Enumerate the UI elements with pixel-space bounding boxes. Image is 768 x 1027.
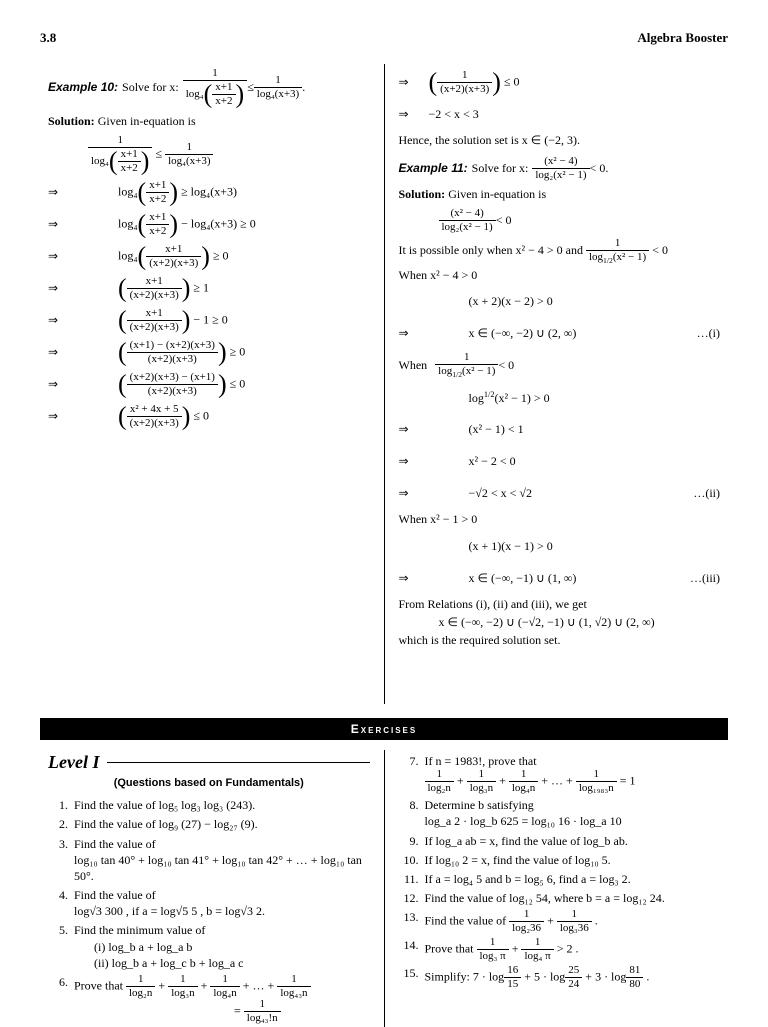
from-relations: From Relations (i), (ii) and (iii), we g…	[399, 596, 721, 612]
column-left: Example 10: Solve for x: 1 log₄(x+1x+2) …	[40, 64, 385, 704]
q1: 1.Find the value of log₅ log₃ log₃ (243)…	[48, 797, 370, 813]
r-step-4: ⇒x ∈ (−∞, −2) ∪ (2, ∞)…(i)	[399, 319, 721, 347]
r-step-7: ⇒x² − 2 < 0	[399, 447, 721, 475]
r-step-2: ⇒−2 < x < 3	[399, 100, 721, 128]
q13: 13. Find the value of 1log₂36 + 1log₃36 …	[399, 909, 721, 934]
q10: 10.If log₁₀ 2 = x, find the value of log…	[399, 852, 721, 868]
q12: 12.Find the value of log₁₂ 54, where b =…	[399, 890, 721, 906]
required-line: which is the required solution set.	[399, 632, 721, 648]
step-1: 1log₄(x+1x+2) ≤ 1log₄(x+3)	[48, 135, 370, 174]
step-9: ⇒ (x² + 4x + 5(x+2)(x+3)) ≤ 0	[48, 402, 370, 430]
main-content: Example 10: Solve for x: 1 log₄(x+1x+2) …	[40, 64, 728, 704]
column-right: ⇒ (1(x+2)(x+3)) ≤ 0 ⇒−2 < x < 3 Hence, t…	[385, 64, 729, 704]
hence-line: Hence, the solution set is x ∈ (−2, 3).	[399, 132, 721, 148]
q6: 6. Prove that 1log₂n + 1log₃n + 1log₄n +…	[48, 974, 370, 1024]
exercises-content: Level I (Questions based on Fundamentals…	[40, 750, 728, 1027]
q7: 7. If n = 1983!, prove that 1log₂n + 1lo…	[399, 753, 721, 794]
r-step-10: ⇒x ∈ (−∞, −1) ∪ (1, ∞)…(iii)	[399, 564, 721, 592]
step-5: ⇒ (x+1(x+2)(x+3)) ≥ 1	[48, 274, 370, 302]
final-set: x ∈ (−∞, −2) ∪ (−√2, −1) ∪ (1, √2) ∪ (2,…	[399, 614, 721, 630]
r-step-ineq: (x² − 4)log₂(x² − 1) < 0	[399, 206, 721, 234]
r-step-5: log1/2(x² − 1) > 0	[399, 383, 721, 411]
r-step-8: ⇒−√2 < x < √2…(ii)	[399, 479, 721, 507]
possible-line: It is possible only when x² − 4 > 0 and …	[399, 238, 721, 265]
q2: 2.Find the value of log₉ (27) − log₂₇ (9…	[48, 816, 370, 832]
question-list-left: 1.Find the value of log₅ log₃ log₃ (243)…	[48, 797, 370, 1024]
level-subtitle: (Questions based on Fundamentals)	[48, 776, 370, 791]
example-10-heading: Example 10: Solve for x: 1 log₄(x+1x+2) …	[48, 68, 370, 107]
r-step-3: (x + 2)(x − 2) > 0	[399, 287, 721, 315]
heading-rule	[107, 762, 369, 763]
example-prompt: Solve for x:	[122, 79, 179, 95]
r-step-6: ⇒(x² − 1) < 1	[399, 415, 721, 443]
page-header: 3.8 Algebra Booster	[40, 30, 728, 46]
q3: 3.Find the value oflog₁₀ tan 40° + log₁₀…	[48, 836, 370, 885]
when-a: When x² − 4 > 0	[399, 267, 721, 283]
exercises-right: 7. If n = 1983!, prove that 1log₂n + 1lo…	[385, 750, 729, 1027]
q15: 15. Simplify: 7 · log1615 + 5 · log2524 …	[399, 965, 721, 990]
step-6: ⇒ (x+1(x+2)(x+3)) − 1 ≥ 0	[48, 306, 370, 334]
when-b-row: When 1log1/2(x² − 1) < 0	[399, 351, 721, 379]
step-2: ⇒ log₄(x+1x+2) ≥ log₄(x+3)	[48, 178, 370, 206]
q11: 11.If a = log₄ 5 and b = log₅ 6, find a …	[399, 871, 721, 887]
page-number: 3.8	[40, 30, 56, 46]
step-8: ⇒ ((x+2)(x+3) − (x+1)(x+2)(x+3)) ≤ 0	[48, 370, 370, 398]
r-step-1: ⇒ (1(x+2)(x+3)) ≤ 0	[399, 68, 721, 96]
q4: 4.Find the value oflog√3 300 , if a = lo…	[48, 887, 370, 919]
example-label: Example 10:	[48, 79, 118, 95]
solution-line: Solution: Given in-equation is	[48, 113, 370, 129]
q5: 5.Find the minimum value of(i) log_b a +…	[48, 922, 370, 971]
exercises-left: Level I (Questions based on Fundamentals…	[40, 750, 385, 1027]
step-3: ⇒ log₄(x+1x+2) − log₄(x+3) ≥ 0	[48, 210, 370, 238]
q8: 8.Determine b satisfyinglog_a 2 · log_b …	[399, 797, 721, 829]
step-7: ⇒ ((x+1) − (x+2)(x+3)(x+2)(x+3)) ≥ 0	[48, 338, 370, 366]
level-heading: Level I	[48, 750, 99, 774]
question-list-right: 7. If n = 1983!, prove that 1log₂n + 1lo…	[399, 753, 721, 990]
q14: 14. Prove that 1log₃ π + 1log₄ π > 2 .	[399, 937, 721, 962]
when-c: When x² − 1 > 0	[399, 511, 721, 527]
exercises-heading: Exercises	[40, 718, 728, 740]
r-step-9: (x + 1)(x − 1) > 0	[399, 532, 721, 560]
book-title: Algebra Booster	[637, 30, 728, 46]
inequality: 1 log₄(x+1x+2)	[183, 68, 247, 107]
q9: 9.If log_a ab = x, find the value of log…	[399, 833, 721, 849]
step-4: ⇒ log₄(x+1(x+2)(x+3)) ≥ 0	[48, 242, 370, 270]
level-heading-row: Level I	[48, 750, 370, 774]
example-11-heading: Example 11: Solve for x: (x² − 4)log₂(x²…	[399, 154, 721, 182]
solution-11: Solution: Given in-equation is	[399, 186, 721, 202]
